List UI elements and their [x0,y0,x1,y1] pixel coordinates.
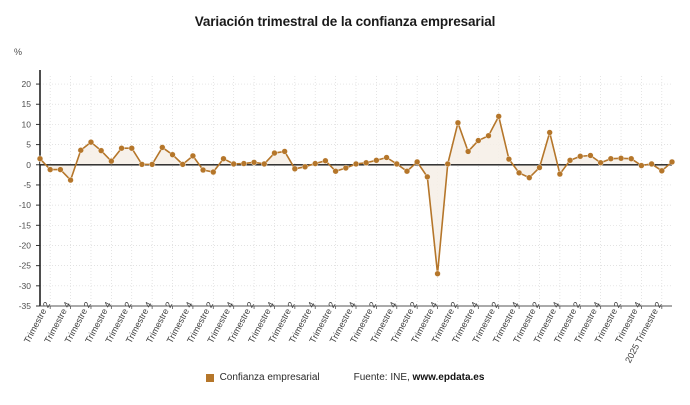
source-note: Fuente: INE, www.epdata.es [354,372,485,383]
y-tick-label: -15 [19,220,32,230]
data-point[interactable] [648,160,655,168]
data-point[interactable] [210,168,217,176]
data-point[interactable] [67,177,74,184]
data-point[interactable] [87,139,95,146]
y-tick-label: -35 [19,301,32,310]
y-axis-unit-label: % [14,47,23,57]
data-point[interactable] [515,169,523,176]
data-point[interactable] [628,155,635,162]
data-point[interactable] [505,156,513,163]
y-tick-label: -25 [19,261,32,271]
data-point[interactable] [220,155,227,162]
data-point[interactable] [261,160,268,168]
data-point[interactable] [526,174,533,181]
chart-legend: Confianza empresarial Fuente: INE, www.e… [0,372,690,383]
data-point[interactable] [179,161,186,168]
legend-item-confianza: Confianza empresarial [205,372,320,383]
data-point[interactable] [312,160,319,167]
data-point[interactable] [485,132,492,139]
legend-swatch-icon [205,373,214,382]
y-tick-label: 5 [26,140,31,150]
data-point[interactable] [424,173,431,180]
data-point[interactable] [668,158,676,166]
data-point[interactable] [291,165,298,172]
y-tick-label: -20 [19,240,32,250]
data-point[interactable] [301,163,309,170]
data-point[interactable] [230,160,237,168]
data-point[interactable] [383,154,390,161]
data-point[interactable] [98,147,105,154]
data-point[interactable] [495,113,502,120]
source-prefix: Fuente: INE, [353,372,413,383]
data-point[interactable] [36,155,44,162]
data-point[interactable] [108,158,115,165]
y-tick-label: -5 [23,180,31,190]
data-point[interactable] [149,161,156,168]
data-point[interactable] [250,159,258,166]
data-point[interactable] [271,149,278,157]
data-point[interactable] [566,157,574,164]
data-point[interactable] [577,153,584,160]
y-tick-label: 20 [22,79,32,89]
data-point[interactable] [57,166,64,173]
source-site-link[interactable]: www.epdata.es [412,372,485,383]
y-tick-label: 0 [26,160,31,170]
data-point[interactable] [556,170,563,178]
plot-area: 20 15 10 5 0 -5 -10 -15 -20 -25 -30 -35 [0,60,690,310]
data-point[interactable] [617,155,625,162]
data-point[interactable] [403,168,411,175]
data-point[interactable] [434,270,441,277]
data-point[interactable] [587,152,594,159]
data-point[interactable] [638,162,645,169]
data-point[interactable] [352,160,360,168]
data-point[interactable] [118,145,125,152]
line-chart-svg: 20 15 10 5 0 -5 -10 -15 -20 -25 -30 -35 [19,70,676,310]
data-point[interactable] [475,137,482,144]
y-tick-label: -30 [19,281,32,291]
data-point[interactable] [546,129,553,136]
data-point[interactable] [322,157,329,164]
data-point[interactable] [128,145,135,152]
data-point[interactable] [332,168,339,175]
chart-title: Variación trimestral de la confianza emp… [194,14,496,29]
data-point[interactable] [393,160,400,168]
data-point[interactable] [363,159,370,166]
data-point[interactable] [189,152,197,159]
data-point[interactable] [444,160,451,168]
data-point[interactable] [200,166,207,174]
data-point[interactable] [138,161,146,168]
data-point[interactable] [454,119,462,126]
data-point[interactable] [607,155,614,162]
data-point[interactable] [169,151,176,158]
data-point[interactable] [281,148,288,155]
legend-label: Confianza empresarial [219,372,320,383]
data-point[interactable] [47,166,54,173]
data-point[interactable] [536,164,543,171]
data-point[interactable] [342,164,349,172]
y-tick-label: 15 [22,99,32,109]
data-point[interactable] [373,157,380,164]
data-point[interactable] [465,148,472,155]
y-tick-label: 10 [22,119,32,129]
data-point[interactable] [240,160,247,167]
data-point[interactable] [159,144,166,151]
y-tick-label: -10 [19,200,32,210]
data-point[interactable] [597,159,604,166]
data-point[interactable] [414,158,421,166]
data-point[interactable] [658,167,665,174]
data-point[interactable] [77,147,84,154]
